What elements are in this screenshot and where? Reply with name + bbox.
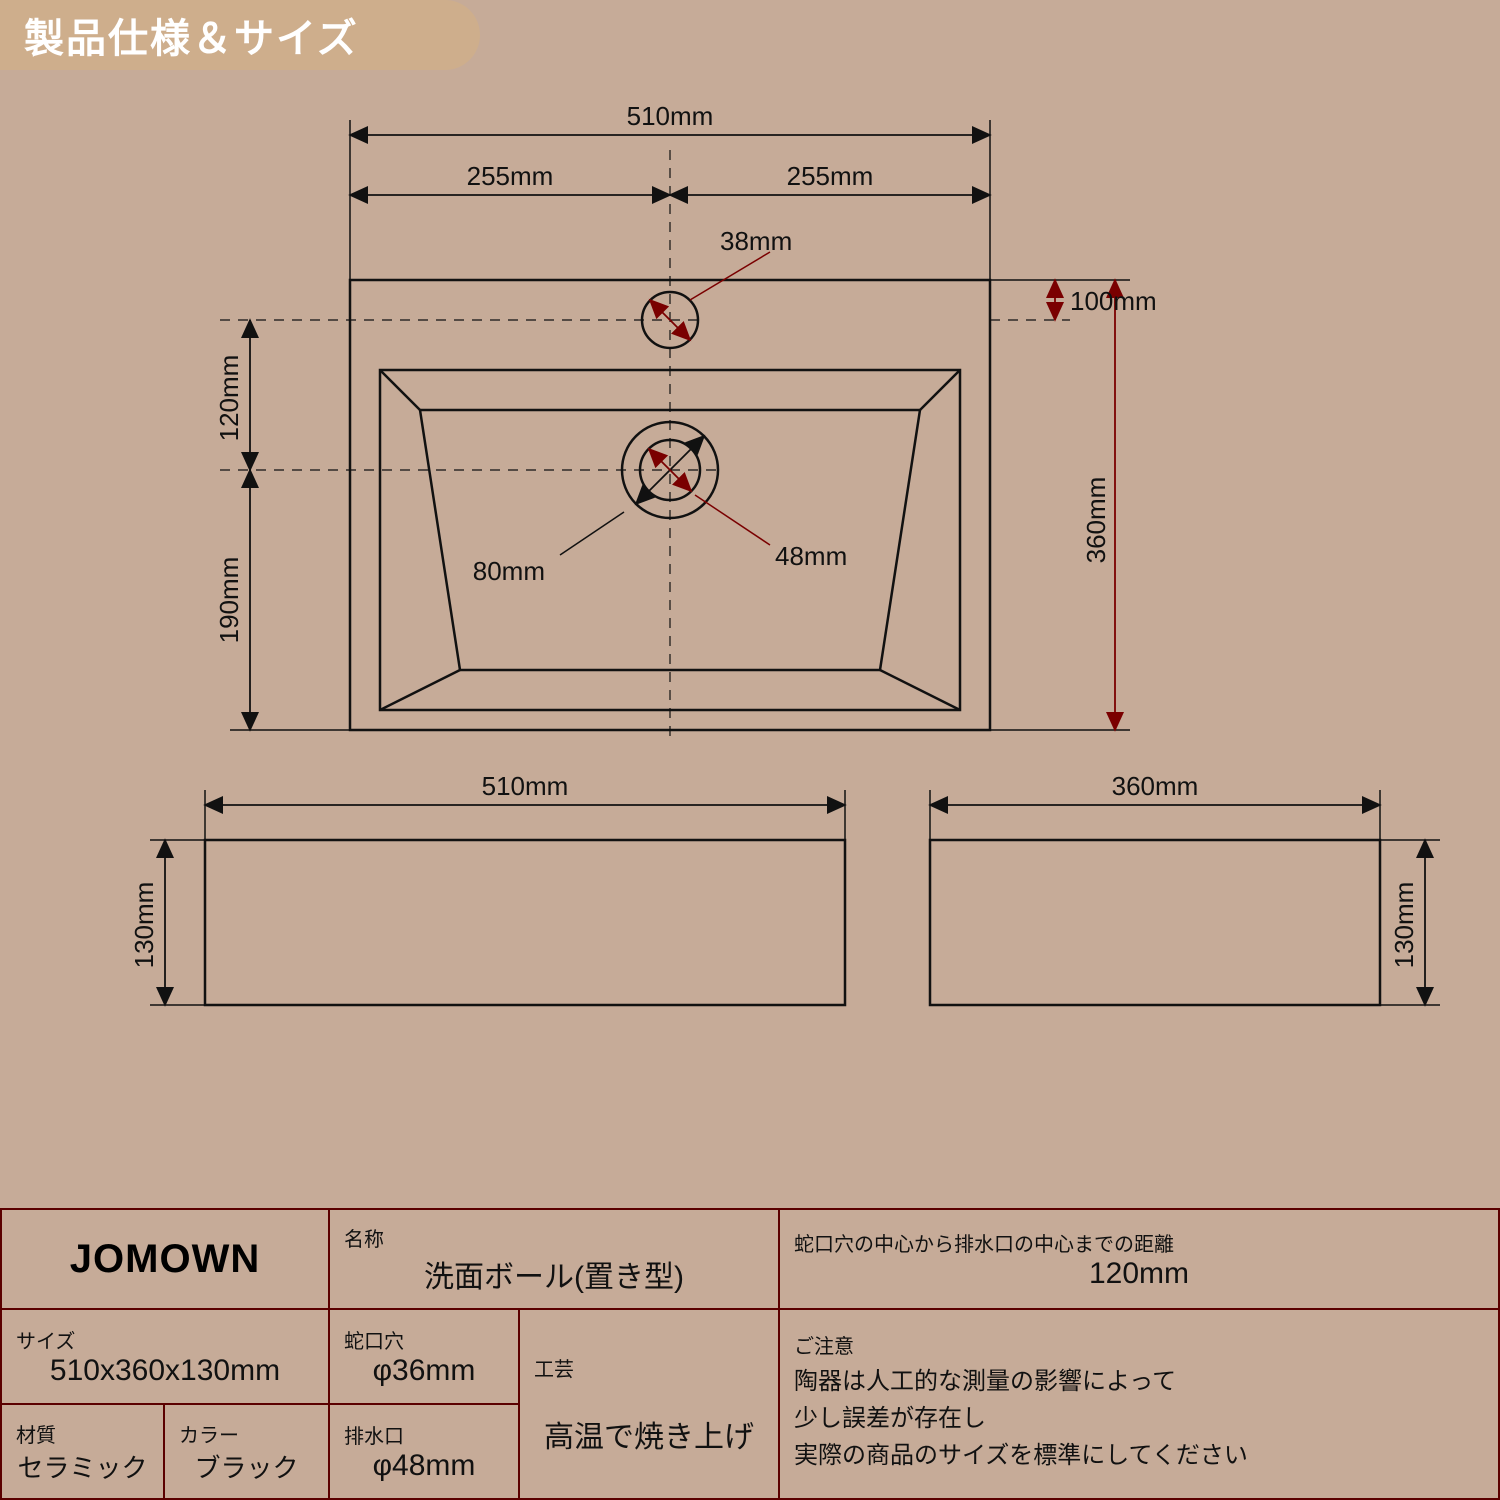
caution-label: ご注意	[794, 1330, 1484, 1359]
dim-drain-outer: 80mm	[473, 556, 545, 586]
spec-table: JOMOWN 名称 洗面ボール(置き型) 蛇口穴の中心から排水口の中心までの距離…	[0, 1208, 1500, 1500]
color-label: カラー	[179, 1419, 314, 1448]
name-value: 洗面ボール(置き型)	[344, 1252, 764, 1296]
dim-100: 100mm	[1070, 286, 1157, 316]
distance-label: 蛇口穴の中心から排水口の中心までの距離	[794, 1228, 1484, 1257]
caution-line2: 少し誤差が存在し	[794, 1400, 1484, 1437]
front-width: 510mm	[482, 771, 569, 801]
dim-width-half-right: 255mm	[787, 161, 874, 191]
material-value: セラミック	[16, 1448, 149, 1485]
brand: JOMOWN	[70, 1237, 260, 1282]
craft-value: 高温で焼き上げ	[534, 1412, 764, 1456]
front-height: 130mm	[129, 882, 159, 969]
dim-drain-inner: 48mm	[775, 541, 847, 571]
caution-line3: 実際の商品のサイズを標準にしてください	[794, 1437, 1484, 1474]
side-view: 360mm 130mm	[930, 771, 1440, 1005]
dim-width-half-left: 255mm	[467, 161, 554, 191]
size-value: 510x360x130mm	[16, 1354, 314, 1388]
size-label: サイズ	[16, 1325, 314, 1354]
faucet-label: 蛇口穴	[344, 1325, 504, 1354]
material-label: 材質	[16, 1419, 149, 1448]
dim-120: 120mm	[214, 355, 244, 442]
side-height: 130mm	[1389, 882, 1419, 969]
drain-value: φ48mm	[344, 1449, 504, 1483]
distance-value: 120mm	[794, 1257, 1484, 1291]
top-view: 510mm 255mm 255mm 38mm 360mm 100mm 120mm…	[214, 101, 1157, 740]
dim-height-total: 360mm	[1081, 477, 1111, 564]
dim-faucet-dia: 38mm	[720, 226, 792, 256]
color-value: ブラック	[179, 1448, 314, 1485]
front-view: 510mm 130mm	[129, 771, 845, 1005]
drain-label: 排水口	[344, 1420, 504, 1449]
side-width: 360mm	[1112, 771, 1199, 801]
dim-width-total: 510mm	[627, 101, 714, 131]
craft-label: 工芸	[534, 1353, 764, 1382]
name-label: 名称	[344, 1223, 764, 1252]
faucet-value: φ36mm	[344, 1354, 504, 1388]
caution-line1: 陶器は人工的な測量の影響によって	[794, 1363, 1484, 1400]
dim-190: 190mm	[214, 557, 244, 644]
product-dimension-diagram: 510mm 255mm 255mm 38mm 360mm 100mm 120mm…	[0, 0, 1500, 1100]
